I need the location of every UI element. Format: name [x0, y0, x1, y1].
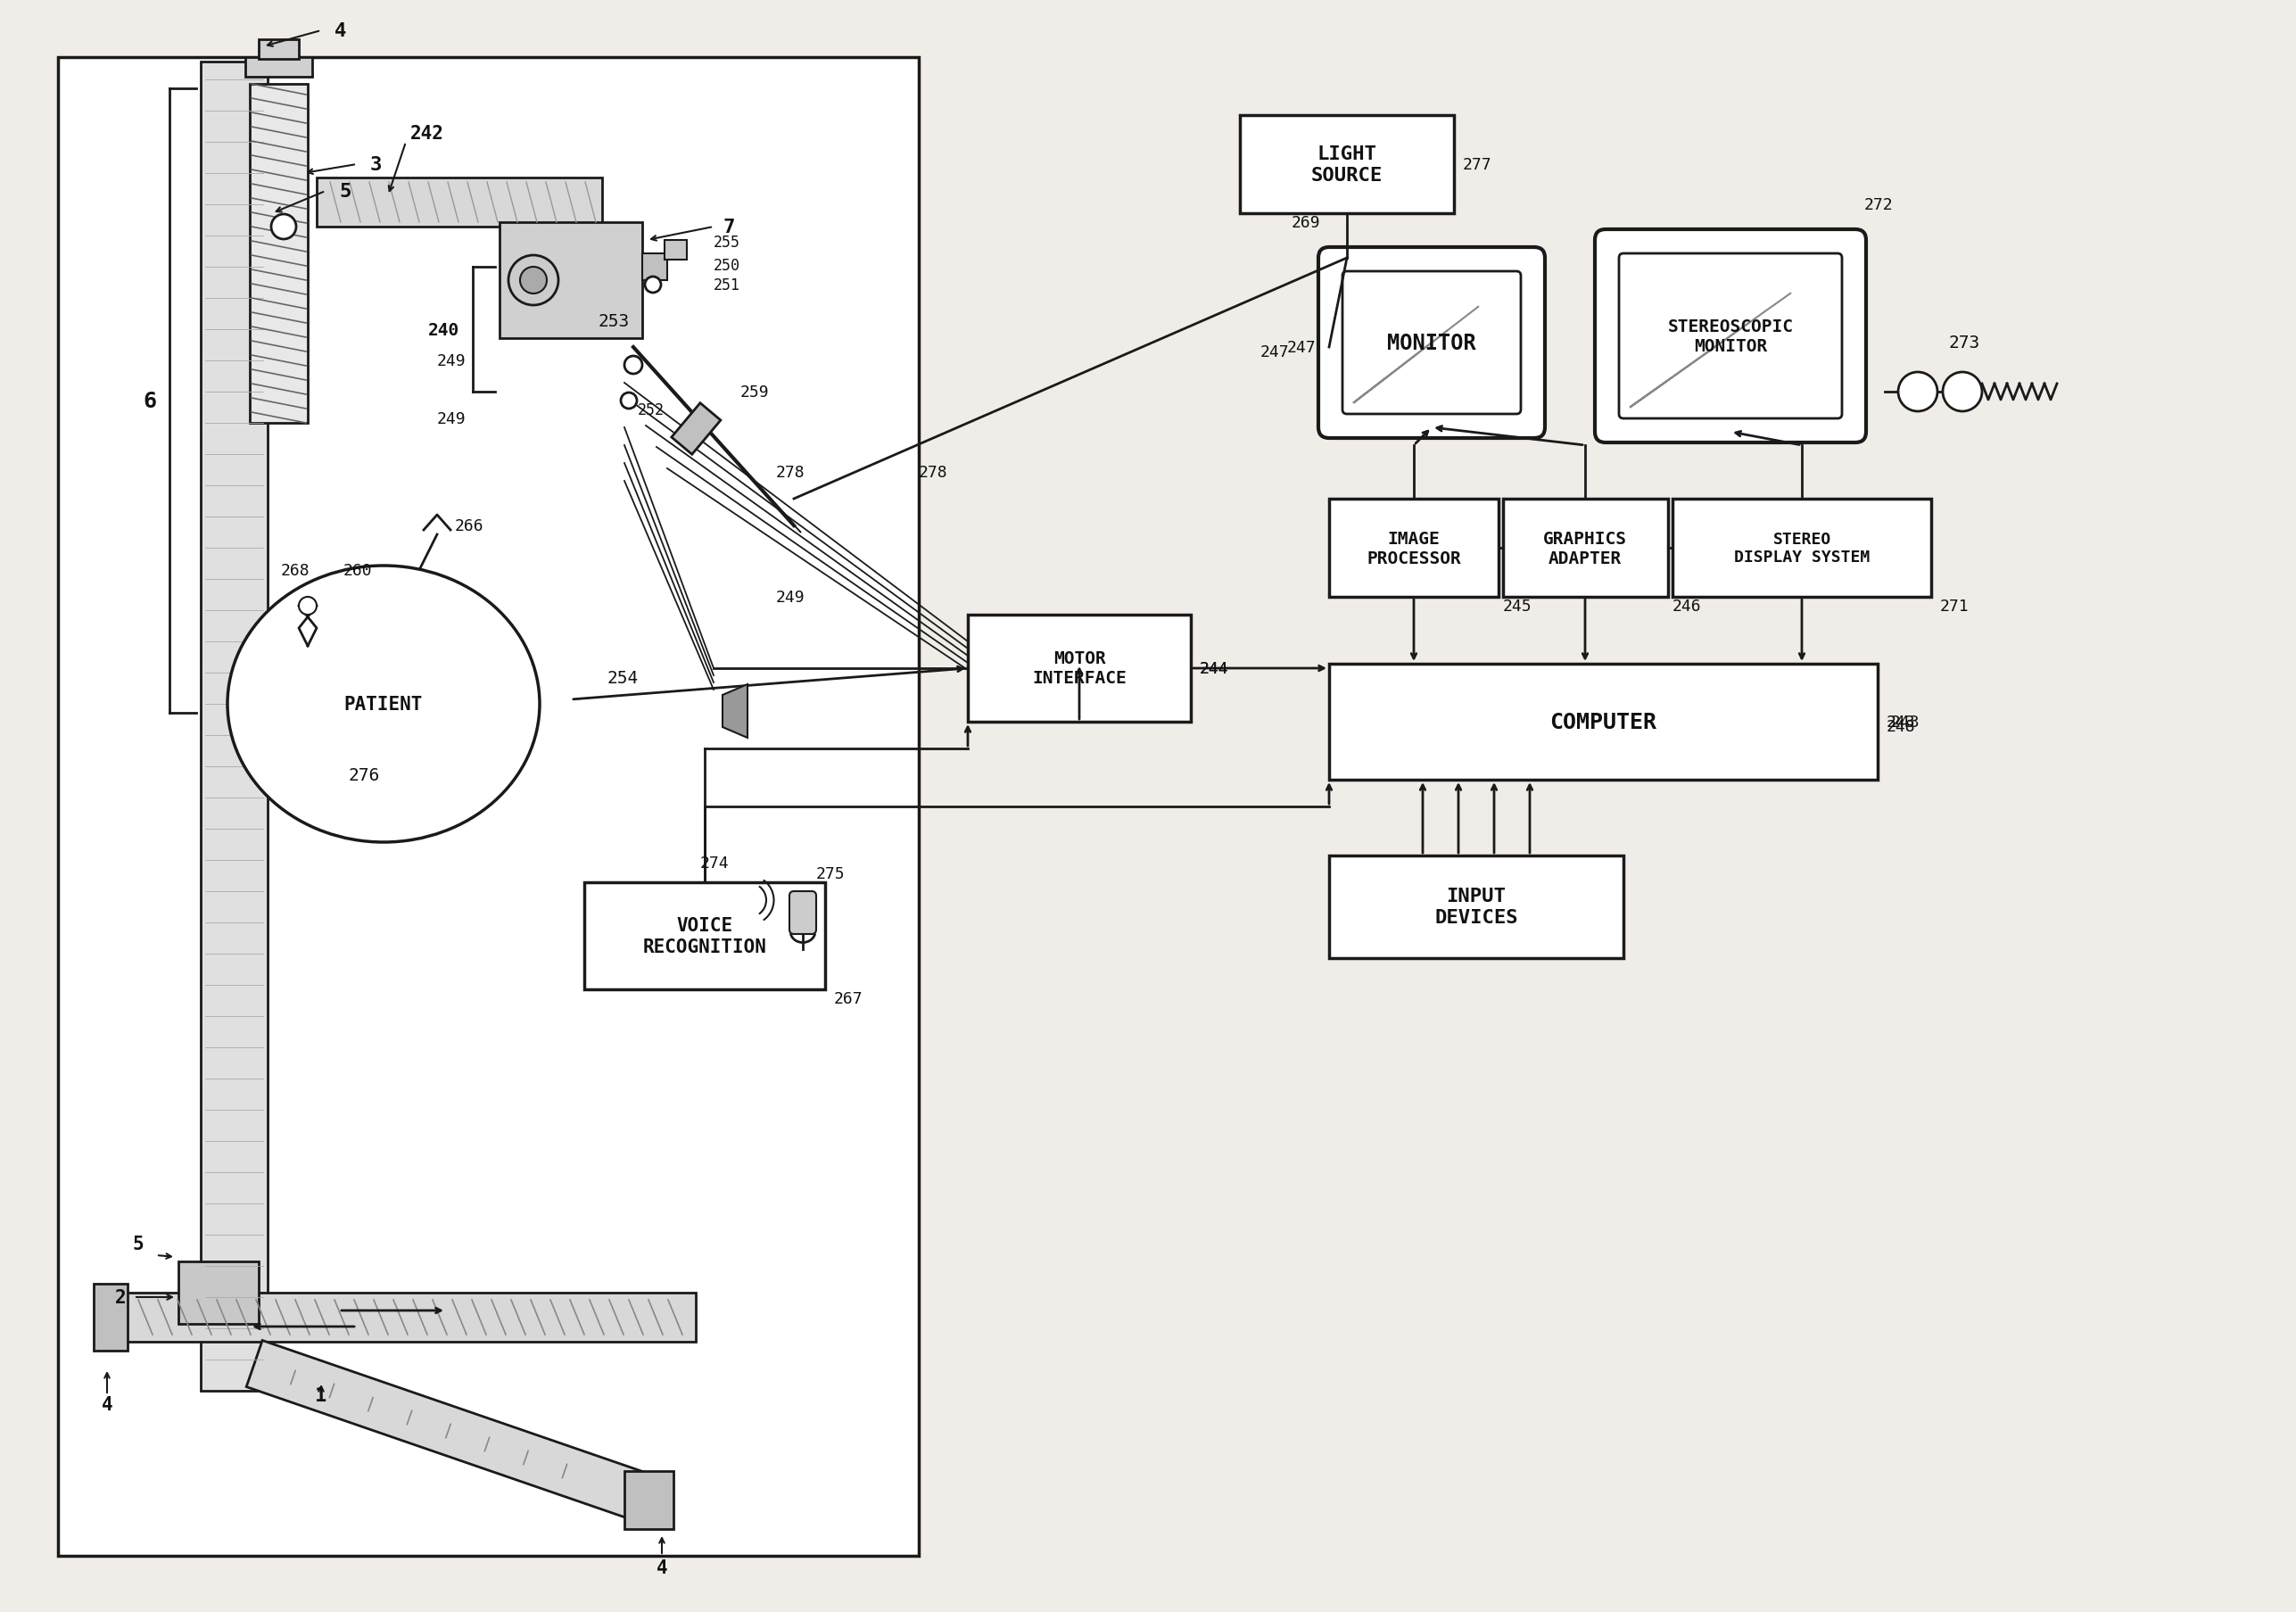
Text: 276: 276 — [349, 767, 379, 783]
Text: 259: 259 — [739, 384, 769, 400]
Text: MONITOR: MONITOR — [1387, 332, 1476, 355]
Bar — [625, 1472, 673, 1530]
Text: 244: 244 — [1201, 661, 1228, 677]
Circle shape — [271, 214, 296, 240]
Bar — [200, 63, 269, 1391]
Text: 3: 3 — [370, 156, 381, 174]
Text: 5: 5 — [133, 1235, 145, 1253]
Polygon shape — [723, 685, 748, 738]
Text: 271: 271 — [1940, 598, 1970, 614]
Text: 242: 242 — [411, 124, 443, 142]
Bar — [664, 240, 687, 261]
Text: 240: 240 — [427, 321, 459, 339]
Circle shape — [1942, 372, 1981, 413]
Text: 269: 269 — [1290, 214, 1320, 231]
Bar — [1329, 664, 1878, 780]
Text: 7: 7 — [723, 219, 735, 237]
Text: 246: 246 — [1671, 598, 1701, 614]
Bar — [94, 1283, 129, 1351]
Text: STEREO
DISPLAY SYSTEM: STEREO DISPLAY SYSTEM — [1733, 530, 1869, 566]
Text: 247: 247 — [1286, 340, 1316, 356]
Text: 278: 278 — [918, 464, 948, 480]
Text: 251: 251 — [714, 277, 739, 293]
Text: 275: 275 — [815, 866, 845, 882]
Text: 255: 255 — [714, 234, 739, 250]
Bar — [501, 222, 643, 339]
Text: 278: 278 — [776, 464, 806, 480]
Text: 4: 4 — [101, 1396, 113, 1414]
Text: 260: 260 — [344, 563, 372, 579]
Polygon shape — [783, 513, 801, 534]
Text: INPUT
DEVICES: INPUT DEVICES — [1435, 888, 1518, 925]
Text: MOTOR
INTERFACE: MOTOR INTERFACE — [1033, 650, 1127, 687]
Text: 4: 4 — [335, 23, 347, 40]
Bar — [1240, 116, 1453, 214]
Circle shape — [1899, 372, 1938, 413]
Text: 254: 254 — [606, 669, 638, 687]
Text: 245: 245 — [1504, 598, 1531, 614]
Text: 243: 243 — [1887, 714, 1915, 730]
Ellipse shape — [227, 566, 540, 843]
Circle shape — [507, 256, 558, 306]
Bar — [124, 1293, 696, 1341]
Text: 6: 6 — [142, 390, 156, 413]
Bar — [57, 58, 918, 1556]
Bar — [1329, 856, 1623, 959]
Circle shape — [298, 598, 317, 616]
Text: 249: 249 — [436, 411, 466, 427]
FancyBboxPatch shape — [1619, 255, 1841, 419]
Text: 243: 243 — [1892, 714, 1919, 730]
FancyBboxPatch shape — [1596, 231, 1867, 443]
Text: 272: 272 — [1864, 197, 1894, 213]
Text: VOICE
RECOGNITION: VOICE RECOGNITION — [643, 917, 767, 956]
Text: 244: 244 — [1201, 661, 1228, 677]
Circle shape — [620, 393, 636, 409]
FancyBboxPatch shape — [1343, 272, 1520, 414]
Bar — [246, 58, 312, 77]
Text: 267: 267 — [833, 990, 863, 1006]
Bar — [259, 40, 298, 60]
FancyBboxPatch shape — [790, 891, 815, 935]
FancyBboxPatch shape — [1318, 248, 1545, 438]
Text: IMAGE
PROCESSOR: IMAGE PROCESSOR — [1366, 530, 1460, 566]
Text: 277: 277 — [1463, 156, 1492, 172]
Bar — [969, 616, 1192, 722]
Text: LIGHT
SOURCE: LIGHT SOURCE — [1311, 145, 1382, 184]
Bar — [583, 883, 824, 990]
Text: 248: 248 — [1887, 719, 1915, 735]
Text: 250: 250 — [714, 258, 739, 274]
Circle shape — [519, 268, 546, 295]
Circle shape — [645, 277, 661, 293]
Text: 4: 4 — [657, 1559, 668, 1577]
Text: STEREOSCOPIC
MONITOR: STEREOSCOPIC MONITOR — [1667, 318, 1793, 355]
Text: 273: 273 — [1949, 335, 1981, 351]
Text: 249: 249 — [436, 353, 466, 369]
Text: 1: 1 — [315, 1386, 326, 1404]
Bar — [246, 1341, 650, 1520]
Text: 274: 274 — [700, 854, 730, 870]
Text: 2: 2 — [115, 1288, 126, 1306]
Text: 252: 252 — [638, 401, 664, 418]
Text: GRAPHICS
ADAPTER: GRAPHICS ADAPTER — [1543, 530, 1628, 566]
Text: PATIENT: PATIENT — [344, 695, 422, 713]
Bar — [1329, 500, 1499, 598]
Text: 5: 5 — [340, 182, 351, 200]
Bar — [317, 179, 602, 227]
Text: COMPUTER: COMPUTER — [1550, 711, 1655, 733]
Text: 249: 249 — [776, 590, 806, 606]
Text: 253: 253 — [597, 313, 629, 329]
Bar — [670, 403, 721, 455]
Bar — [250, 85, 308, 424]
Text: 266: 266 — [455, 517, 484, 534]
Text: 268: 268 — [280, 563, 310, 579]
Bar — [179, 1262, 259, 1323]
Bar — [1504, 500, 1667, 598]
Bar — [643, 255, 668, 280]
Circle shape — [625, 356, 643, 374]
Bar — [1671, 500, 1931, 598]
Text: 247: 247 — [1261, 343, 1288, 359]
